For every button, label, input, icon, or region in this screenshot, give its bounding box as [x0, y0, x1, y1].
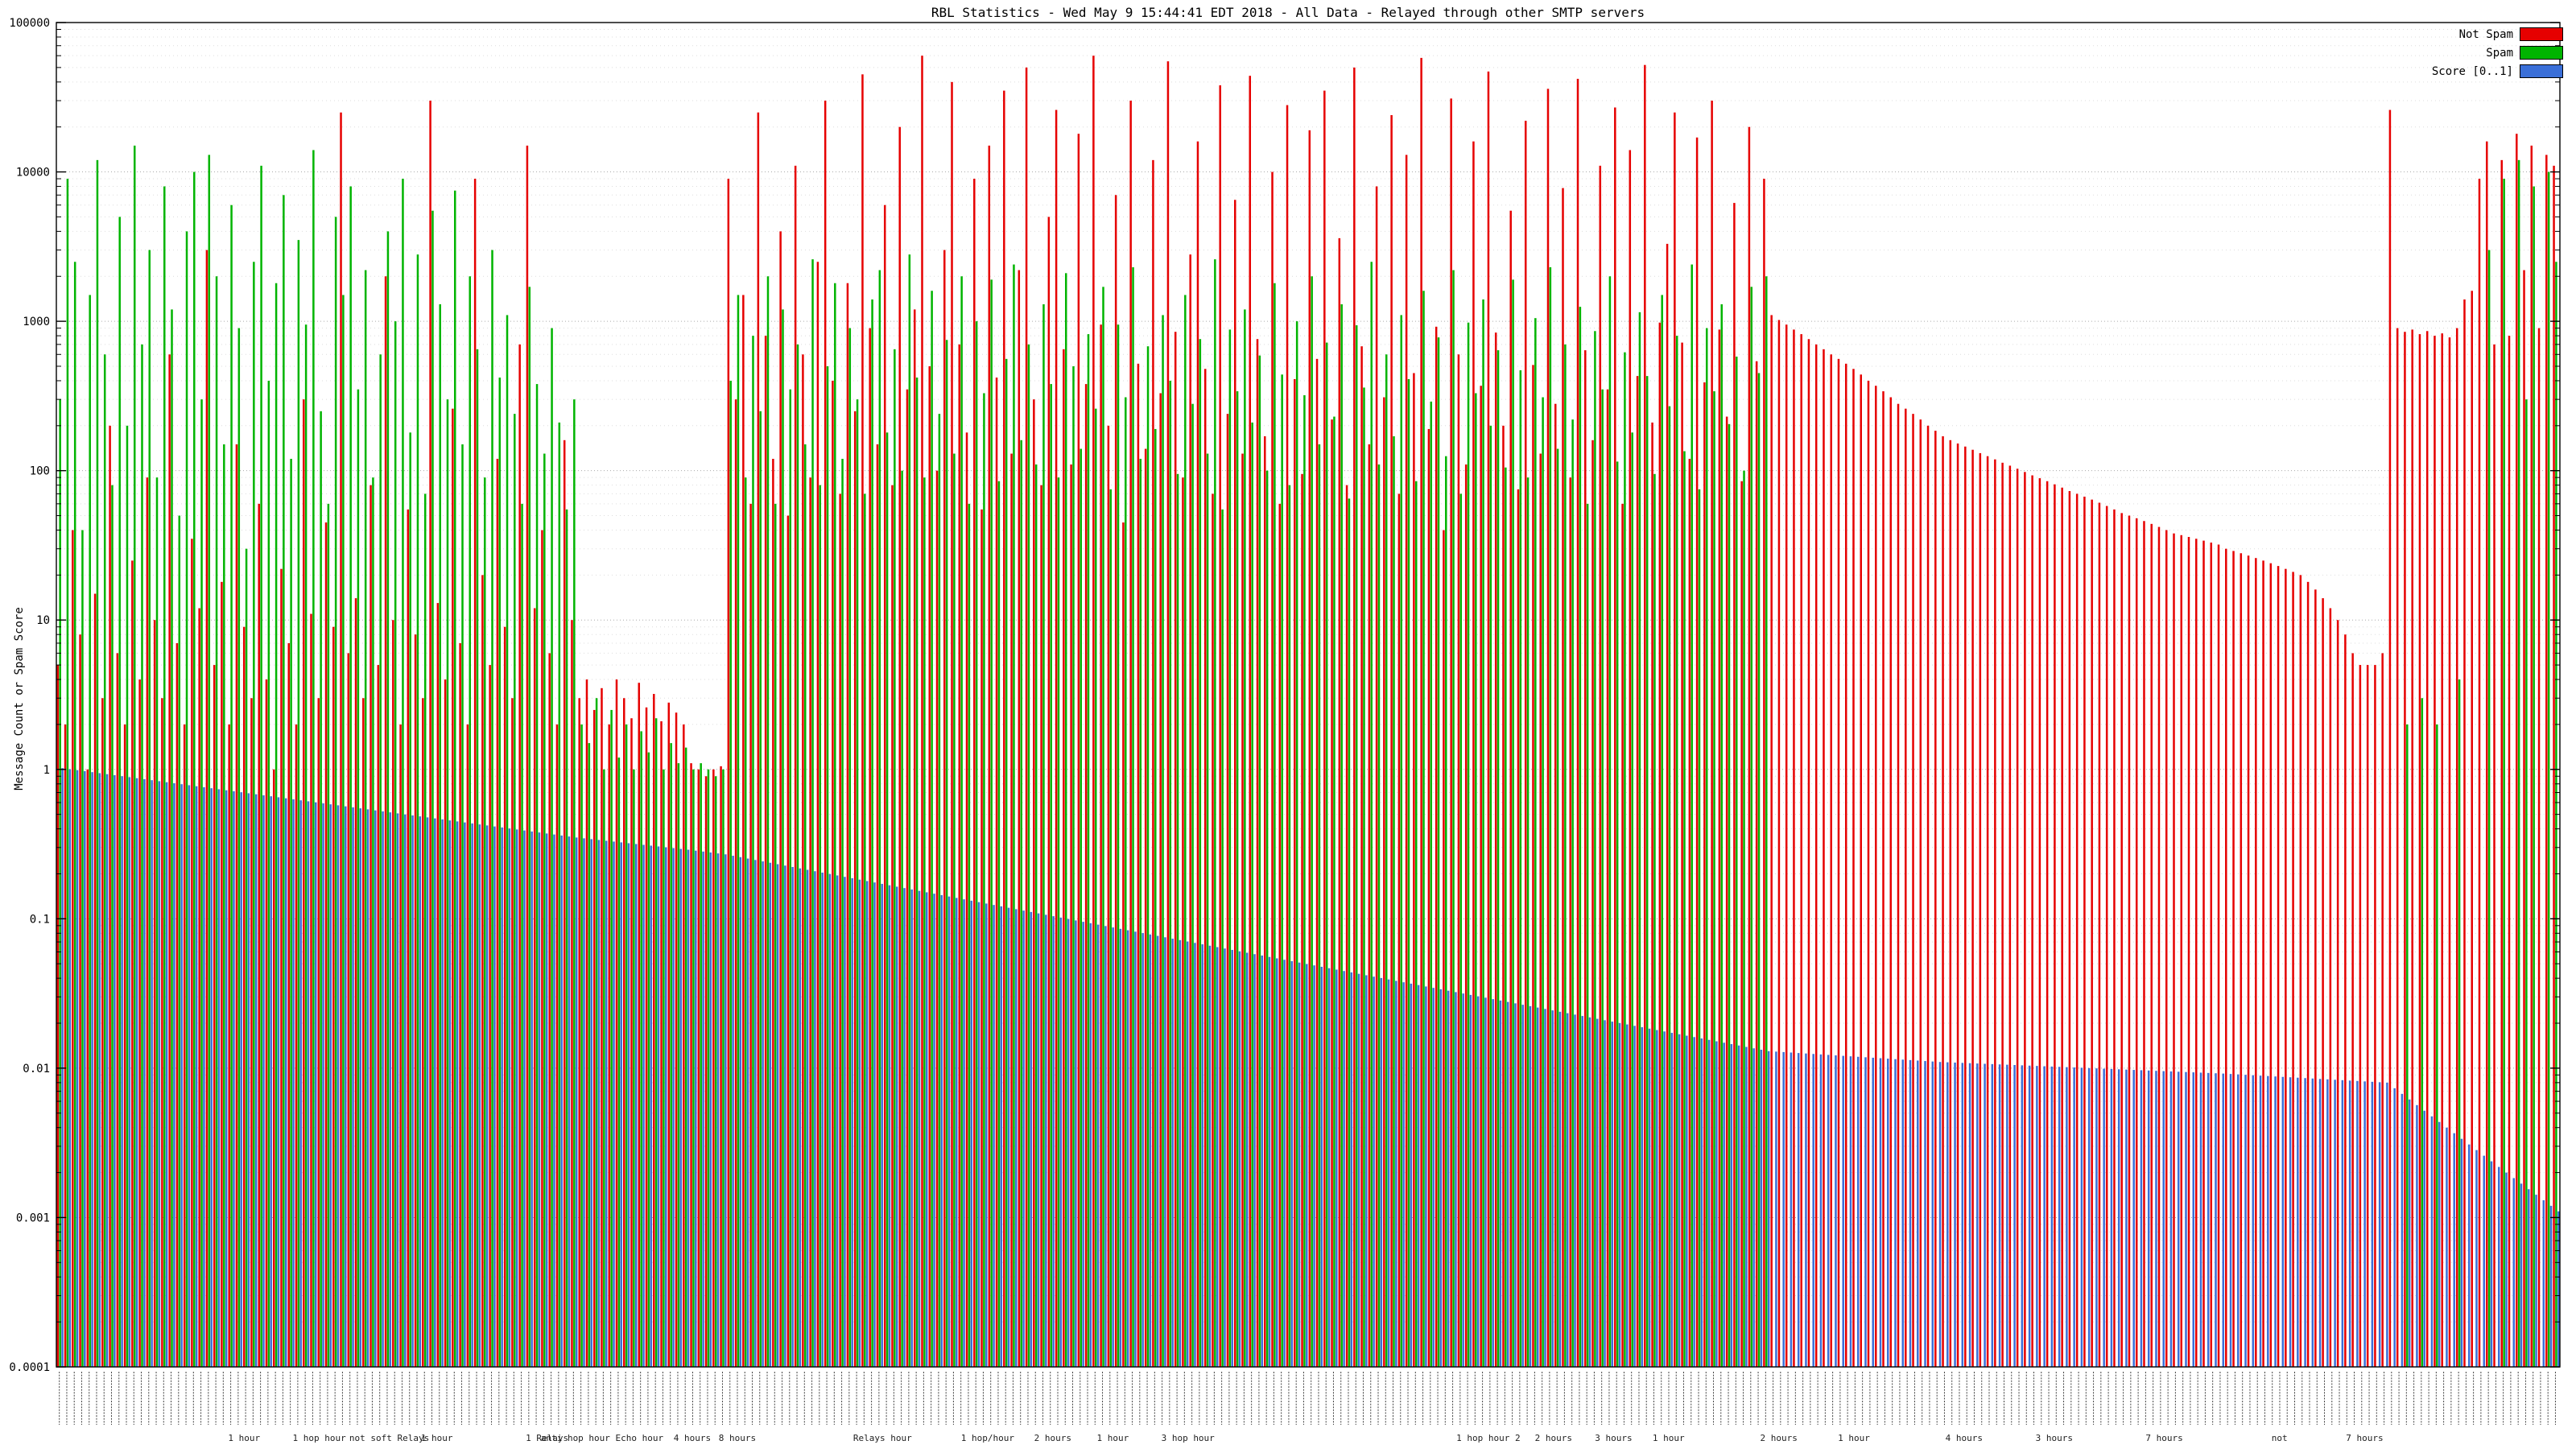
svg-text:1 hour: 1 hour [1653, 1433, 1685, 1443]
svg-text:1 hop hour: 1 hop hour [292, 1433, 346, 1443]
svg-text:1: 1 [43, 764, 50, 777]
svg-text:Relays hour: Relays hour [853, 1433, 912, 1443]
svg-text:10: 10 [36, 614, 50, 627]
svg-text:2 hours: 2 hours [1761, 1433, 1798, 1443]
svg-text:1000: 1000 [23, 316, 50, 328]
spam-color-swatch [2520, 46, 2563, 60]
svg-text:1 hop/hour: 1 hop/hour [961, 1433, 1015, 1443]
legend-label-score: Score [0..1] [2431, 64, 2513, 78]
legend-label-not-spam: Not Spam [2458, 27, 2513, 41]
svg-text:0.001: 0.001 [16, 1212, 50, 1224]
chart-legend: Not Spam Spam Score [0..1] [2432, 27, 2563, 78]
svg-text:10000: 10000 [16, 167, 50, 180]
legend-entry-not-spam: Not Spam [2432, 27, 2563, 41]
svg-text:0.0001: 0.0001 [9, 1361, 50, 1374]
svg-text:1 hour: 1 hour [1838, 1433, 1870, 1443]
svg-text:100: 100 [30, 465, 50, 478]
svg-text:4 hours: 4 hours [674, 1433, 711, 1443]
svg-text:not: not [2272, 1433, 2288, 1443]
svg-text:anti hop hour Echo hour: anti hop hour Echo hour [541, 1433, 664, 1443]
svg-text:1 hour: 1 hour [228, 1433, 260, 1443]
y-axis-label: Message Count or Spam Score [13, 607, 26, 791]
score-color-swatch [2520, 64, 2563, 78]
svg-text:1 hour: 1 hour [1097, 1433, 1129, 1443]
svg-text:3 hours: 3 hours [1595, 1433, 1632, 1443]
svg-text:4 hours: 4 hours [1946, 1433, 1983, 1443]
svg-text:7 hours: 7 hours [2145, 1433, 2182, 1443]
svg-text:0.1: 0.1 [30, 913, 50, 926]
svg-text:2 hours: 2 hours [1535, 1433, 1572, 1443]
svg-text:not soft Relays: not soft Relays [349, 1433, 429, 1443]
svg-text:2 hours: 2 hours [1034, 1433, 1071, 1443]
svg-text:3 hours: 3 hours [2036, 1433, 2073, 1443]
svg-text:0.01: 0.01 [23, 1063, 50, 1075]
legend-entry-score: Score [0..1] [2432, 64, 2563, 78]
not-spam-color-swatch [2520, 27, 2563, 41]
svg-text:7 hours: 7 hours [2346, 1433, 2383, 1443]
svg-text:1 hour: 1 hour [421, 1433, 453, 1443]
legend-entry-spam: Spam [2432, 46, 2563, 60]
svg-text:100000: 100000 [9, 17, 50, 30]
svg-text:1 Relays: 1 Relays [526, 1433, 568, 1443]
svg-text:1 hop hour 2: 1 hop hour 2 [1456, 1433, 1520, 1443]
chart-title: RBL Statistics - Wed May 9 15:44:41 EDT … [931, 5, 1645, 20]
legend-label-spam: Spam [2486, 46, 2513, 60]
svg-text:3 hop hour: 3 hop hour [1162, 1433, 1216, 1443]
svg-text:8 hours: 8 hours [719, 1433, 756, 1443]
